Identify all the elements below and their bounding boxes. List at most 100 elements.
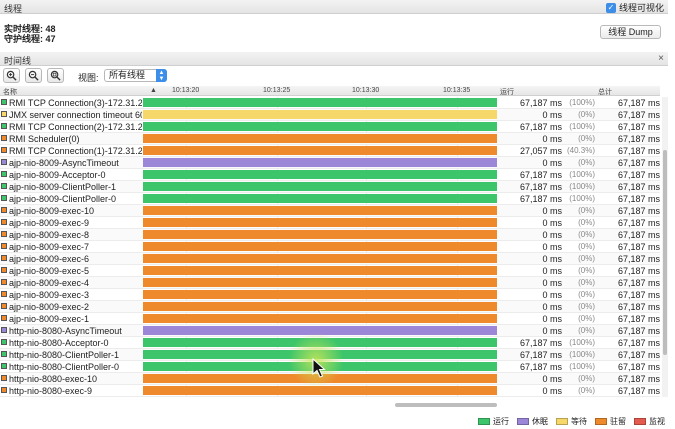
thread-timeline-bar[interactable] (143, 266, 497, 275)
thread-timeline-bar[interactable] (143, 194, 497, 203)
thread-timeline-bar[interactable] (143, 254, 497, 263)
thread-timeline-bar[interactable] (143, 242, 497, 251)
thread-name: http-nio-8080-exec-10 (9, 374, 98, 384)
thread-row[interactable]: ajp-nio-8009-ClientPoller-1 67,187 ms (100… (0, 181, 660, 193)
thread-timeline-bar[interactable] (143, 290, 497, 299)
thread-timeline-bar[interactable] (143, 326, 497, 335)
select-arrows-icon: ▲ ▼ (156, 69, 167, 82)
thread-total-time: 67,187 ms (617, 362, 660, 372)
thread-timeline-bar[interactable] (143, 122, 497, 131)
thread-total-time: 67,187 ms (617, 326, 660, 336)
thread-row[interactable]: RMI TCP Connection(3)-172.31.238 67,187 m… (0, 97, 660, 109)
thread-state-icon (1, 219, 7, 225)
thread-total-time: 67,187 ms (617, 158, 660, 168)
thread-row[interactable]: JMX server connection timeout 60 0 ms (0%)… (0, 109, 660, 121)
thread-timeline-bar[interactable] (143, 218, 497, 227)
thread-total-time: 67,187 ms (617, 206, 660, 216)
column-total[interactable]: 总计 (598, 89, 612, 96)
thread-row[interactable]: http-nio-8080-exec-9 0 ms (0%) 67,187 ms (0, 385, 660, 397)
sort-indicator-icon: ▲ (150, 87, 157, 94)
thread-timeline-bar[interactable] (143, 314, 497, 323)
thread-running-percent: (0%) (578, 314, 595, 323)
zoom-fit-button[interactable] (47, 68, 64, 83)
visualize-threads-toggle[interactable]: ✓ 线程可视化 (605, 1, 664, 14)
thread-running-percent: (0%) (578, 158, 595, 167)
thread-timeline-bar[interactable] (143, 182, 497, 191)
live-threads-label: 实时线程: (4, 24, 43, 34)
thread-row[interactable]: ajp-nio-8009-exec-4 0 ms (0%) 67,187 ms (0, 277, 660, 289)
visualize-threads-label: 线程可视化 (618, 3, 664, 13)
thread-running-percent: (0%) (578, 230, 595, 239)
thread-row[interactable]: ajp-nio-8009-exec-2 0 ms (0%) 67,187 ms (0, 301, 660, 313)
thread-row[interactable]: RMI Scheduler(0) 0 ms (0%) 67,187 ms (0, 133, 660, 145)
thread-row[interactable]: ajp-nio-8009-exec-6 0 ms (0%) 67,187 ms (0, 253, 660, 265)
thread-row[interactable]: ajp-nio-8009-ClientPoller-0 67,187 ms (100… (0, 193, 660, 205)
thread-timeline-bar[interactable] (143, 98, 497, 107)
vertical-scrollbar[interactable] (662, 97, 668, 397)
thread-running-percent: (100%) (569, 98, 595, 107)
thread-running-time: 0 ms (542, 134, 562, 144)
thread-row[interactable]: RMI TCP Connection(2)-172.31.238 67,187 m… (0, 121, 660, 133)
thread-state-icon (1, 375, 7, 381)
thread-name: ajp-nio-8009-exec-5 (9, 266, 90, 276)
thread-row[interactable]: ajp-nio-8009-exec-3 0 ms (0%) 67,187 ms (0, 289, 660, 301)
thread-running-time: 0 ms (542, 386, 562, 396)
thread-timeline-bar[interactable] (143, 134, 497, 143)
thread-name: http-nio-8080-AsyncTimeout (9, 326, 122, 336)
legend-label: 监视 (649, 417, 665, 426)
horizontal-scrollbar-thumb[interactable] (395, 403, 497, 407)
thread-state-icon (1, 195, 7, 201)
view-select-value: 所有线程 (109, 70, 146, 80)
thread-timeline-bar[interactable] (143, 146, 497, 155)
scrollbar-thumb[interactable] (663, 150, 667, 355)
thread-timeline-bar[interactable] (143, 206, 497, 215)
zoom-fit-icon (50, 70, 61, 81)
thread-name: ajp-nio-8009-ClientPoller-1 (9, 182, 117, 192)
thread-name: ajp-nio-8009-ClientPoller-0 (9, 194, 117, 204)
thread-timeline-bar[interactable] (143, 302, 497, 311)
thread-name: http-nio-8080-exec-9 (9, 386, 93, 396)
thread-name: ajp-nio-8009-Acceptor-0 (9, 170, 106, 180)
thread-row[interactable]: ajp-nio-8009-exec-9 0 ms (0%) 67,187 ms (0, 217, 660, 229)
view-select[interactable]: 所有线程 ▲ ▼ (104, 69, 167, 82)
checkbox-checked-icon[interactable]: ✓ (605, 2, 616, 13)
thread-timeline-bar[interactable] (143, 278, 497, 287)
thread-row[interactable]: ajp-nio-8009-exec-1 0 ms (0%) 67,187 ms (0, 313, 660, 325)
zoom-out-button[interactable] (25, 68, 42, 83)
thread-state-icon (1, 207, 7, 213)
thread-row[interactable]: ajp-nio-8009-exec-5 0 ms (0%) 67,187 ms (0, 265, 660, 277)
thread-running-time: 67,187 ms (519, 98, 562, 108)
thread-running-percent: (100%) (569, 362, 595, 371)
column-running[interactable]: 运行 (500, 89, 514, 96)
thread-row[interactable]: ajp-nio-8009-Acceptor-0 67,187 ms (100%) 67… (0, 169, 660, 181)
close-icon[interactable]: × (658, 53, 664, 64)
thread-row[interactable]: ajp-nio-8009-exec-7 0 ms (0%) 67,187 ms (0, 241, 660, 253)
thread-total-time: 67,187 ms (617, 314, 660, 324)
thread-dump-button[interactable]: 线程 Dump (600, 25, 661, 39)
thread-row[interactable]: ajp-nio-8009-exec-8 0 ms (0%) 67,187 ms (0, 229, 660, 241)
legend-item-monitor: 监视 (634, 416, 665, 427)
thread-running-time: 67,187 ms (519, 122, 562, 132)
thread-name: http-nio-8080-Acceptor-0 (9, 338, 109, 348)
thread-name: ajp-nio-8009-exec-6 (9, 254, 90, 264)
column-name[interactable]: 名称 (3, 89, 17, 96)
thread-name: http-nio-8080-ClientPoller-0 (9, 362, 120, 372)
thread-row[interactable]: ajp-nio-8009-AsyncTimeout 0 ms (0%) 67,187 … (0, 157, 660, 169)
legend-item-waiting: 等待 (556, 416, 587, 427)
thread-total-time: 67,187 ms (617, 134, 660, 144)
thread-running-time: 0 ms (542, 326, 562, 336)
zoom-in-button[interactable] (3, 68, 20, 83)
thread-name: ajp-nio-8009-exec-1 (9, 314, 90, 324)
daemon-threads-count: 47 (45, 34, 56, 44)
thread-row[interactable]: ajp-nio-8009-exec-10 0 ms (0%) 67,187 ms (0, 205, 660, 217)
thread-timeline-bar[interactable] (143, 158, 497, 167)
thread-timeline-bar[interactable] (143, 230, 497, 239)
thread-total-time: 67,187 ms (617, 338, 660, 348)
thread-timeline-bar[interactable] (143, 110, 497, 119)
thread-row[interactable]: RMI TCP Connection(1)-172.31.238 27,057 m… (0, 145, 660, 157)
thread-timeline-bar[interactable] (143, 170, 497, 179)
thread-state-icon (1, 267, 7, 273)
thread-state-icon (1, 279, 7, 285)
thread-timeline-bar[interactable] (143, 386, 497, 395)
thread-state-icon (1, 255, 7, 261)
